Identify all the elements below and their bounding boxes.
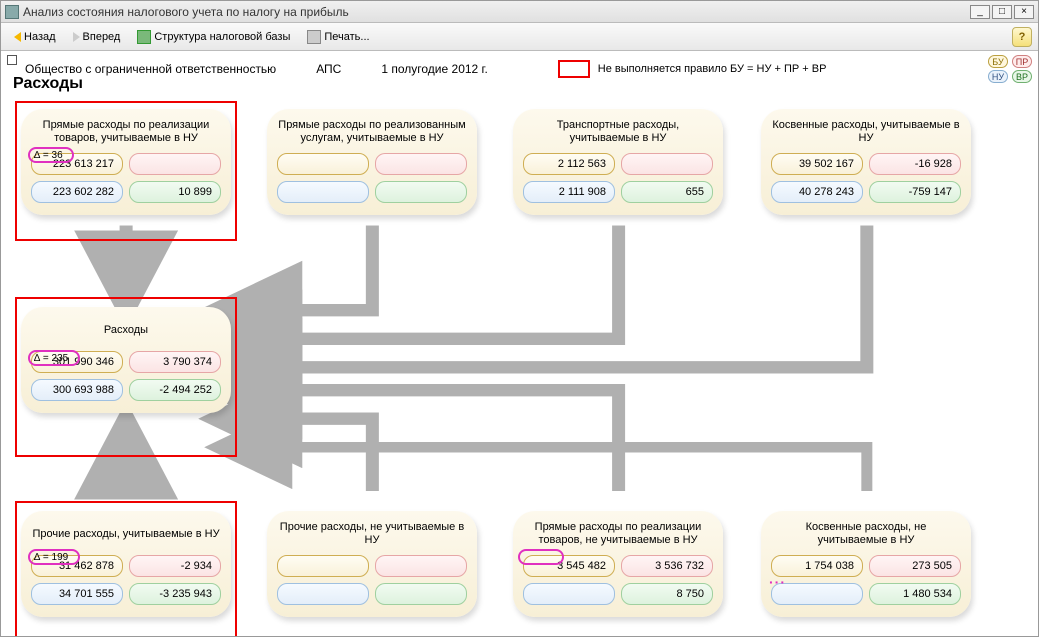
node-n3[interactable]: Транспортные расходы, учитываемые в НУ 2 … bbox=[513, 109, 723, 215]
value-vr: 10 899 bbox=[129, 181, 221, 203]
value-pr bbox=[621, 153, 713, 175]
node-title: Прямые расходы по реализации товаров, не… bbox=[523, 519, 713, 549]
value-vr: 1 480 534 bbox=[869, 583, 961, 605]
tree-icon bbox=[137, 30, 151, 44]
node-n5[interactable]: Расходы 301 990 346 3 790 374 300 693 988 -2… bbox=[21, 307, 231, 413]
node-n4[interactable]: Косвенные расходы, учитываемые в НУ 39 50… bbox=[761, 109, 971, 215]
print-button[interactable]: Печать... bbox=[300, 27, 376, 47]
badge-nu: НУ bbox=[988, 70, 1008, 83]
node-n9[interactable]: Косвенные расходы, не учитываемые в НУ 1 … bbox=[761, 511, 971, 617]
forward-button[interactable]: Вперед bbox=[66, 28, 128, 46]
value-bu: 223 613 217 bbox=[31, 153, 123, 175]
printer-icon bbox=[307, 30, 321, 44]
value-bu bbox=[277, 555, 369, 577]
org-name: Общество с ограниченной ответственностью bbox=[25, 62, 276, 76]
back-label: Назад bbox=[24, 31, 56, 43]
node-title: Косвенные расходы, учитываемые в НУ bbox=[771, 117, 961, 147]
legend-swatch bbox=[558, 60, 590, 78]
value-bu bbox=[277, 153, 369, 175]
section-title: Расходы bbox=[13, 75, 83, 93]
node-title: Прямые расходы по реализованным услугам,… bbox=[277, 117, 467, 147]
legend-text: Не выполняется правило БУ = НУ + ПР + ВР bbox=[598, 63, 827, 75]
value-nu: 2 111 908 bbox=[523, 181, 615, 203]
value-vr: -759 147 bbox=[869, 181, 961, 203]
value-nu: 300 693 988 bbox=[31, 379, 123, 401]
minimize-button[interactable]: _ bbox=[970, 5, 990, 19]
value-nu: 223 602 282 bbox=[31, 181, 123, 203]
value-bu: 3 545 482 bbox=[523, 555, 615, 577]
content-area: Общество с ограниченной ответственностью… bbox=[1, 51, 1038, 636]
titlebar: Анализ состояния налогового учета по нал… bbox=[1, 1, 1038, 23]
value-bu: 301 990 346 bbox=[31, 351, 123, 373]
arrow-left-icon bbox=[14, 32, 21, 42]
node-title: Транспортные расходы, учитываемые в НУ bbox=[523, 117, 713, 147]
node-n7[interactable]: Прочие расходы, не учитываемые в НУ bbox=[267, 511, 477, 617]
node-title: Прочие расходы, учитываемые в НУ bbox=[31, 519, 221, 549]
maximize-button[interactable]: □ bbox=[992, 5, 1012, 19]
badge-pr: ПР bbox=[1012, 55, 1032, 68]
value-pr bbox=[375, 153, 467, 175]
period: 1 полугодие 2012 г. bbox=[381, 62, 487, 76]
structure-label: Структура налоговой базы bbox=[154, 31, 290, 43]
value-nu bbox=[277, 181, 369, 203]
value-vr: -3 235 943 bbox=[129, 583, 221, 605]
value-nu bbox=[277, 583, 369, 605]
print-label: Печать... bbox=[324, 31, 369, 43]
org-code: АПС bbox=[316, 62, 341, 76]
highlight-pink-dots: ··· bbox=[769, 574, 786, 590]
value-pr: 3 790 374 bbox=[129, 351, 221, 373]
back-button[interactable]: Назад bbox=[7, 28, 63, 46]
window-title: Анализ состояния налогового учета по нал… bbox=[23, 5, 968, 19]
node-title: Расходы bbox=[31, 315, 221, 345]
node-n1[interactable]: Прямые расходы по реализации товаров, уч… bbox=[21, 109, 231, 215]
value-bu: 31 462 878 bbox=[31, 555, 123, 577]
structure-button[interactable]: Структура налоговой базы bbox=[130, 27, 297, 47]
value-pr bbox=[375, 555, 467, 577]
node-n6[interactable]: Прочие расходы, учитываемые в НУ 31 462 8… bbox=[21, 511, 231, 617]
app-icon bbox=[5, 5, 19, 19]
app-window: Анализ состояния налогового учета по нал… bbox=[0, 0, 1039, 637]
value-pr: -2 934 bbox=[129, 555, 221, 577]
value-bu: 2 112 563 bbox=[523, 153, 615, 175]
node-title: Косвенные расходы, не учитываемые в НУ bbox=[771, 519, 961, 549]
value-pr: 3 536 732 bbox=[621, 555, 713, 577]
header-line: Общество с ограниченной ответственностью… bbox=[7, 55, 1032, 83]
value-vr: 8 750 bbox=[621, 583, 713, 605]
arrow-right-icon bbox=[73, 32, 80, 42]
value-vr bbox=[375, 181, 467, 203]
node-n2[interactable]: Прямые расходы по реализованным услугам,… bbox=[267, 109, 477, 215]
value-vr bbox=[375, 583, 467, 605]
close-button[interactable]: × bbox=[1014, 5, 1034, 19]
badge-legend: БУ ПР НУ ВР bbox=[988, 55, 1032, 83]
badge-bu: БУ bbox=[988, 55, 1008, 68]
forward-label: Вперед bbox=[83, 31, 121, 43]
value-pr: 273 505 bbox=[869, 555, 961, 577]
diagram-canvas: Прямые расходы по реализации товаров, уч… bbox=[9, 97, 1030, 630]
node-title: Прочие расходы, не учитываемые в НУ bbox=[277, 519, 467, 549]
value-nu bbox=[523, 583, 615, 605]
badge-vr: ВР bbox=[1012, 70, 1032, 83]
value-pr bbox=[129, 153, 221, 175]
value-nu: 34 701 555 bbox=[31, 583, 123, 605]
value-bu: 39 502 167 bbox=[771, 153, 863, 175]
value-vr: -2 494 252 bbox=[129, 379, 221, 401]
node-title: Прямые расходы по реализации товаров, уч… bbox=[31, 117, 221, 147]
value-pr: -16 928 bbox=[869, 153, 961, 175]
value-nu: 40 278 243 bbox=[771, 181, 863, 203]
node-n8[interactable]: Прямые расходы по реализации товаров, не… bbox=[513, 511, 723, 617]
help-button[interactable]: ? bbox=[1012, 27, 1032, 47]
value-vr: 655 bbox=[621, 181, 713, 203]
toolbar: Назад Вперед Структура налоговой базы Пе… bbox=[1, 23, 1038, 51]
